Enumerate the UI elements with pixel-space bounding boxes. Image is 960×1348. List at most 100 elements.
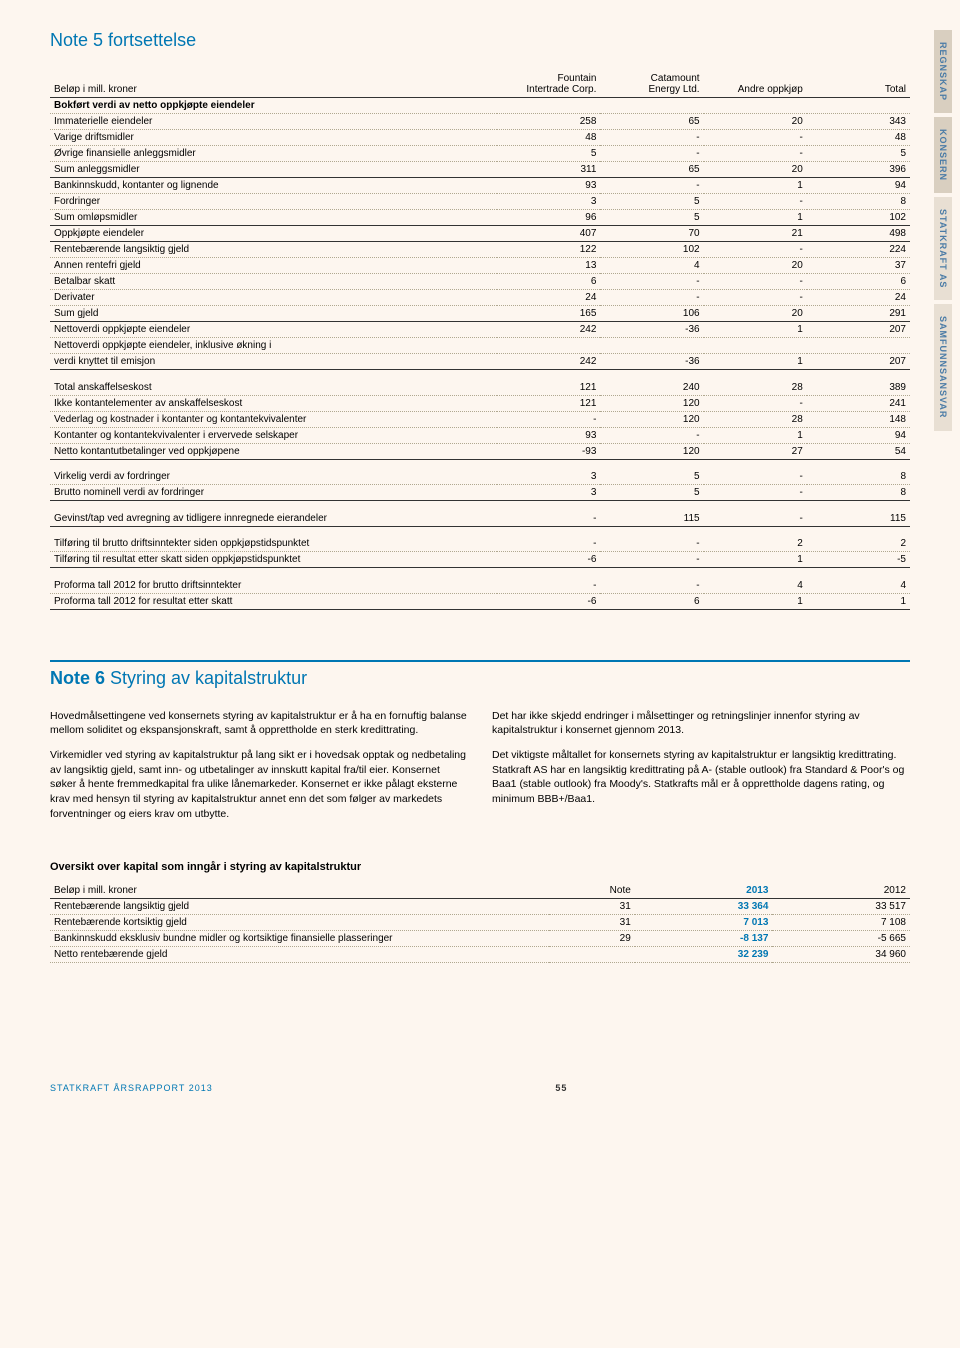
row-value: [704, 338, 807, 354]
note6-rest: Styring av kapitalstruktur: [105, 668, 307, 688]
row-value: 5: [600, 485, 703, 501]
row-value: -: [704, 290, 807, 306]
row-value: 6: [497, 274, 600, 290]
row-value: 1: [704, 354, 807, 370]
cap-h2: 2013: [635, 883, 773, 899]
row-value: 240: [600, 380, 703, 396]
row-value: 4: [600, 258, 703, 274]
row-label: Tilføring til resultat etter skatt siden…: [50, 552, 497, 568]
row-value: -: [497, 511, 600, 527]
row-value: 37: [807, 258, 910, 274]
row-value: 241: [807, 395, 910, 411]
row-value: 3: [497, 485, 600, 501]
cap-value: 7 108: [772, 915, 910, 931]
cap-value: [549, 947, 635, 963]
row-value: 120: [600, 443, 703, 459]
row-value: 24: [807, 290, 910, 306]
row-value: -: [704, 194, 807, 210]
row-value: 13: [497, 258, 600, 274]
row-value: 3: [497, 194, 600, 210]
row-value: 102: [807, 210, 910, 226]
row-value: [600, 338, 703, 354]
row-label: Sum omløpsmidler: [50, 210, 497, 226]
row-label: Fordringer: [50, 194, 497, 210]
row-value: -: [600, 130, 703, 146]
hdr-c3: Andre oppkjøp: [704, 71, 807, 98]
row-label: Varige driftsmidler: [50, 130, 497, 146]
row-value: 498: [807, 226, 910, 242]
row-value: 224: [807, 242, 910, 258]
row-label: Sum anleggsmidler: [50, 162, 497, 178]
row-value: 1: [704, 178, 807, 194]
row-label: Brutto nominell verdi av fordringer: [50, 485, 497, 501]
paragraph: Det viktigste måltallet for konsernets s…: [492, 748, 910, 807]
row-label: Netto kontantutbetalinger ved oppkjøpene: [50, 443, 497, 459]
note5-rest: fortsettelse: [103, 30, 196, 50]
note5-title: Note 5 fortsettelse: [50, 30, 910, 51]
row-value: 20: [704, 162, 807, 178]
row-value: 2: [704, 536, 807, 552]
section-head: Bokført verdi av netto oppkjøpte eiendel…: [50, 98, 910, 114]
row-value: -6: [497, 552, 600, 568]
row-label: Oppkjøpte eiendeler: [50, 226, 497, 242]
cap-label: Netto rentebærende gjeld: [50, 947, 549, 963]
row-value: 28: [704, 411, 807, 427]
row-value: 5: [497, 146, 600, 162]
row-value: 121: [497, 380, 600, 396]
row-label: Total anskaffelseskost: [50, 380, 497, 396]
row-value: -: [704, 485, 807, 501]
side-tab[interactable]: REGNSKAP: [934, 30, 952, 113]
row-value: -: [600, 146, 703, 162]
row-value: 21: [704, 226, 807, 242]
row-value: 258: [497, 114, 600, 130]
hdr-c0: Beløp i mill. kroner: [50, 71, 497, 98]
row-value: 8: [807, 469, 910, 485]
row-value: -: [600, 274, 703, 290]
row-value: -36: [600, 354, 703, 370]
row-label: Øvrige finansielle anleggsmidler: [50, 146, 497, 162]
side-tab[interactable]: KONSERN: [934, 117, 952, 193]
row-value: 122: [497, 242, 600, 258]
side-tab[interactable]: STATKRAFT AS: [934, 197, 952, 300]
row-value: [807, 338, 910, 354]
row-label: Bankinnskudd, kontanter og lignende: [50, 178, 497, 194]
row-label: Proforma tall 2012 for brutto driftsinnt…: [50, 578, 497, 594]
row-value: 93: [497, 178, 600, 194]
row-value: 102: [600, 242, 703, 258]
row-value: 1: [704, 210, 807, 226]
row-value: 3: [497, 469, 600, 485]
row-value: 115: [807, 511, 910, 527]
row-label: Annen rentefri gjeld: [50, 258, 497, 274]
row-label: Vederlag og kostnader i kontanter og kon…: [50, 411, 497, 427]
row-value: -: [600, 552, 703, 568]
cap-label: Bankinnskudd eksklusiv bundne midler og …: [50, 931, 549, 947]
row-value: 106: [600, 306, 703, 322]
row-value: -: [600, 290, 703, 306]
row-label: Nettoverdi oppkjøpte eiendeler, inklusiv…: [50, 338, 497, 354]
note5-prefix: Note 5: [50, 30, 103, 50]
row-value: 1: [704, 552, 807, 568]
hdr-c2: CatamountEnergy Ltd.: [600, 71, 703, 98]
row-value: 65: [600, 162, 703, 178]
row-label: Derivater: [50, 290, 497, 306]
side-tab[interactable]: SAMFUNNSANSVAR: [934, 304, 952, 430]
row-value: 207: [807, 322, 910, 338]
row-value: 407: [497, 226, 600, 242]
cap-value: 31: [549, 915, 635, 931]
row-value: 148: [807, 411, 910, 427]
cap-label: Rentebærende kortsiktig gjeld: [50, 915, 549, 931]
row-value: 28: [704, 380, 807, 396]
row-value: 6: [807, 274, 910, 290]
note6-body-text: Hovedmålsettingene ved konsernets styrin…: [50, 709, 910, 832]
row-value: -: [704, 511, 807, 527]
row-value: -: [704, 469, 807, 485]
row-value: 311: [497, 162, 600, 178]
row-label: Ikke kontantelementer av anskaffelseskos…: [50, 395, 497, 411]
row-value: 207: [807, 354, 910, 370]
row-value: 20: [704, 258, 807, 274]
row-value: -: [704, 146, 807, 162]
cap-value: 7 013: [635, 915, 773, 931]
note6-left-col: Hovedmålsettingene ved konsernets styrin…: [50, 709, 468, 832]
row-label: verdi knyttet til emisjon: [50, 354, 497, 370]
cap-value: 33 517: [772, 899, 910, 915]
